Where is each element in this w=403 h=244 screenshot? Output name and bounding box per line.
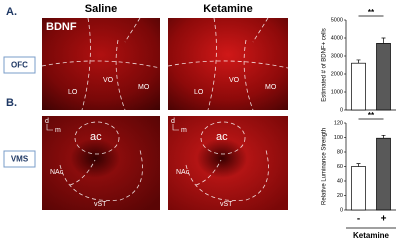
row-box: [3, 56, 36, 74]
marker-label: BDNF: [46, 21, 77, 33]
image-ofc-ketamine: LO VO MO: [167, 17, 289, 111]
column-title: Ketamine: [203, 3, 253, 15]
error-bar: [356, 163, 361, 167]
bar: [351, 166, 366, 211]
region-label: vST: [220, 201, 233, 208]
region-label: LO: [68, 89, 78, 96]
row-label: VMS: [11, 155, 29, 164]
error-bar: [356, 59, 361, 64]
significance-label: **: [368, 8, 375, 17]
y-tick-label: 100: [334, 135, 343, 141]
axis-label: m: [181, 127, 187, 134]
bar: [351, 62, 366, 111]
bar: [376, 43, 391, 111]
region-label: MO: [265, 84, 277, 91]
y-tick-label: 4000: [331, 35, 343, 41]
region-label: ac: [216, 131, 228, 143]
region-label: vST: [94, 201, 107, 208]
y-tick-label: 2000: [331, 71, 343, 77]
y-tick-label: 40: [337, 178, 343, 184]
y-tick-label: 120: [334, 120, 343, 126]
error-bar: [381, 37, 386, 44]
y-axis-title: Estimated # of BDNF+ cells: [322, 28, 328, 102]
region-label: MO: [138, 84, 150, 91]
y-tick-label: 0: [340, 207, 343, 213]
panel-label: B.: [6, 97, 17, 109]
x-axis-title: Ketamine: [353, 231, 390, 240]
region-label: VO: [229, 77, 240, 84]
y-tick-label: 20: [337, 193, 343, 199]
region-label: NAc: [176, 169, 190, 176]
image-vms-saline: ac NAc vST d m: [42, 116, 160, 210]
axis-label: d: [45, 118, 49, 125]
region-label: VO: [103, 77, 114, 84]
region-label: LO: [194, 89, 204, 96]
y-tick-label: 5000: [331, 17, 343, 23]
image-ofc-saline: BDNF LO VO MO: [41, 17, 161, 111]
bar: [376, 137, 391, 211]
row-box: [3, 150, 36, 168]
y-tick-label: 80: [337, 149, 343, 155]
region-label: NAc: [50, 169, 64, 176]
column-title: Saline: [85, 3, 117, 15]
significance-label: **: [368, 111, 375, 120]
panel-label: A.: [6, 6, 17, 18]
row-label: OFC: [11, 61, 28, 70]
region-label: ac: [90, 131, 102, 143]
y-tick-label: 60: [337, 164, 343, 170]
y-tick-label: 3000: [331, 53, 343, 59]
axis-label: m: [55, 127, 61, 134]
y-axis-title: Relative Luminance Strength: [322, 128, 328, 205]
x-tick-label: +: [381, 214, 387, 225]
error-bar: [381, 134, 386, 139]
axis-label: d: [171, 118, 175, 125]
y-tick-label: 1000: [331, 89, 343, 95]
image-vms-ketamine: ac NAc vST d m: [168, 116, 288, 210]
y-tick-label: 0: [340, 107, 343, 113]
x-tick-label: -: [357, 214, 360, 225]
